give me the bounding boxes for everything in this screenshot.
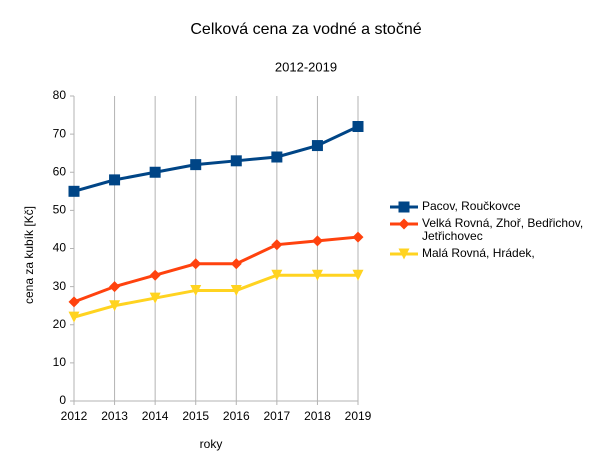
y-tick-label: 50 bbox=[53, 203, 67, 217]
legend-item: Pacov, Roučkovce bbox=[388, 200, 607, 213]
series-line bbox=[73, 235, 359, 304]
x-tick-label: 2013 bbox=[101, 409, 128, 423]
marker bbox=[68, 311, 80, 323]
marker bbox=[271, 239, 283, 251]
legend-item: Malá Rovná, Hrádek, bbox=[388, 247, 607, 260]
marker bbox=[352, 269, 364, 281]
marker bbox=[149, 269, 161, 281]
x-tick-label: 2014 bbox=[142, 409, 169, 423]
legend-label: Malá Rovná, Hrádek, bbox=[422, 246, 535, 260]
x-tick-label: 2019 bbox=[345, 409, 372, 423]
x-tick-label: 2015 bbox=[182, 409, 209, 423]
y-tick-label: 40 bbox=[53, 241, 67, 255]
x-tick-label: 2017 bbox=[264, 409, 291, 423]
marker bbox=[109, 281, 121, 293]
x-axis-label: roky bbox=[200, 437, 223, 451]
marker bbox=[68, 296, 80, 308]
y-tick-label: 20 bbox=[53, 317, 67, 331]
marker bbox=[398, 218, 410, 230]
legend-swatch bbox=[390, 201, 418, 213]
marker bbox=[68, 185, 80, 197]
marker bbox=[311, 269, 323, 281]
chart-subtitle: 2012-2019 bbox=[275, 59, 337, 74]
marker bbox=[230, 258, 242, 270]
y-tick-label: 60 bbox=[53, 164, 67, 178]
marker bbox=[271, 269, 283, 281]
marker bbox=[398, 248, 410, 260]
marker bbox=[311, 140, 323, 152]
x-tick-label: 2016 bbox=[223, 409, 250, 423]
y-tick-label: 0 bbox=[59, 393, 66, 407]
marker bbox=[352, 231, 364, 243]
series-line bbox=[73, 125, 359, 193]
y-tick-label: 30 bbox=[53, 279, 67, 293]
series-line bbox=[73, 273, 358, 319]
y-tick-label: 70 bbox=[53, 126, 67, 140]
y-tick-label: 80 bbox=[53, 88, 67, 102]
legend-swatch bbox=[390, 218, 418, 230]
marker bbox=[230, 284, 242, 296]
legend-item: Velká Rovná, Zhoř, Bedřichov, Jetřichove… bbox=[388, 217, 607, 243]
x-tick-label: 2012 bbox=[61, 409, 88, 423]
marker bbox=[190, 159, 202, 171]
legend-label: Pacov, Roučkovce bbox=[422, 199, 521, 213]
marker bbox=[190, 258, 202, 270]
marker bbox=[230, 155, 242, 167]
y-tick-label: 10 bbox=[53, 355, 67, 369]
legend-label: Velká Rovná, Zhoř, Bedřichov, Jetřichove… bbox=[422, 216, 584, 243]
y-axis-label: cena za kubík [Kč] bbox=[22, 206, 36, 304]
marker bbox=[109, 300, 121, 312]
marker bbox=[311, 235, 323, 247]
chart-title: Celková cena za vodné a stočné bbox=[190, 21, 421, 38]
x-tick-label: 2018 bbox=[304, 409, 331, 423]
legend: Pacov, Roučkovce Velká Rovná, Zhoř, Bedři… bbox=[388, 200, 607, 264]
marker bbox=[190, 284, 202, 296]
marker bbox=[352, 121, 364, 132]
marker bbox=[109, 174, 121, 186]
marker bbox=[271, 151, 283, 163]
legend-swatch bbox=[390, 248, 418, 260]
marker bbox=[398, 201, 410, 213]
marker bbox=[149, 292, 161, 304]
marker bbox=[149, 166, 161, 178]
